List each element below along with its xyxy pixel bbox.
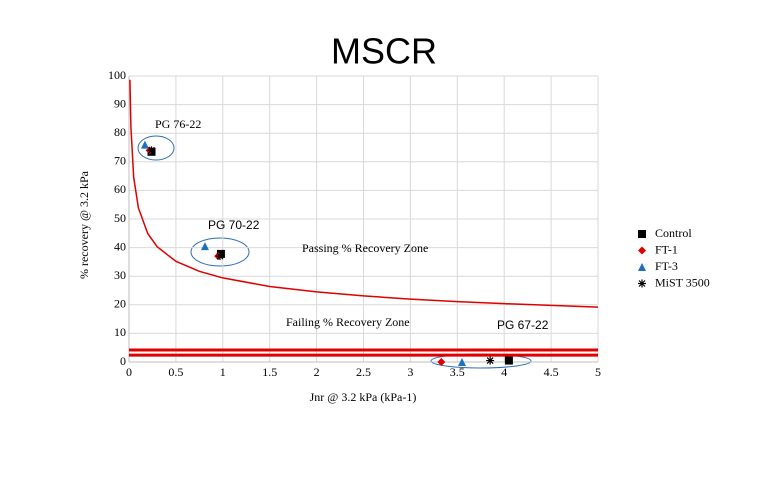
x-tick-label: 5 <box>595 365 601 379</box>
marker-diamond <box>638 246 646 255</box>
annotation: PG 70-22 <box>208 218 260 232</box>
x-axis-label: Jnr @ 3.2 kPa (kPa-1) <box>310 390 417 404</box>
group-ellipse <box>137 135 175 161</box>
x-tick-label: 3 <box>407 365 413 379</box>
y-tick-label: 30 <box>114 268 126 282</box>
legend-label: MiST 3500 <box>655 275 710 289</box>
legend-label: FT-1 <box>655 242 678 256</box>
x-tick-label: 3.5 <box>450 365 465 379</box>
y-tick-label: 80 <box>114 125 126 139</box>
annotation: Passing % Recovery Zone <box>302 241 428 255</box>
y-tick-label: 70 <box>114 154 126 168</box>
y-tick-label: 90 <box>114 96 126 110</box>
x-tick-label: 0.5 <box>168 365 183 379</box>
y-tick-label: 50 <box>114 211 126 225</box>
x-tick-label: 4 <box>501 365 507 379</box>
group-ellipse <box>190 237 250 267</box>
annotation: PG 76-22 <box>155 117 201 131</box>
marker-star <box>486 356 495 365</box>
y-tick-label: 60 <box>114 182 126 196</box>
marker-diamond <box>437 358 446 366</box>
marker-star <box>147 146 156 155</box>
x-tick-label: 0 <box>126 365 132 379</box>
y-tick-label: 100 <box>108 68 126 82</box>
legend-label: Control <box>655 226 692 240</box>
y-tick-label: 40 <box>114 239 126 253</box>
x-tick-label: 2.5 <box>356 365 371 379</box>
legend-label: FT-3 <box>655 259 678 273</box>
marker-square <box>504 356 513 365</box>
x-tick-label: 1.5 <box>262 365 277 379</box>
x-tick-label: 4.5 <box>544 365 559 379</box>
marker-triangle <box>638 263 646 271</box>
chart-title: MSCR <box>331 31 437 72</box>
y-tick-label: 20 <box>114 297 126 311</box>
marker-triangle <box>200 242 209 251</box>
annotation: PG 67-22 <box>497 318 549 332</box>
x-tick-label: 2 <box>314 365 320 379</box>
y-axis-label: % recovery @ 3.2 kPa <box>77 170 91 279</box>
x-tick-label: 1 <box>220 365 226 379</box>
marker-star <box>215 252 224 261</box>
marker-square <box>216 249 225 258</box>
y-tick-label: 10 <box>114 325 126 339</box>
marker-star <box>638 279 646 288</box>
recovery-curve <box>129 79 599 308</box>
marker-triangle <box>140 140 149 149</box>
marker-triangle <box>457 358 466 366</box>
marker-square <box>638 230 646 238</box>
y-tick-label: 0 <box>120 354 126 368</box>
annotation: Failing % Recovery Zone <box>286 315 410 329</box>
